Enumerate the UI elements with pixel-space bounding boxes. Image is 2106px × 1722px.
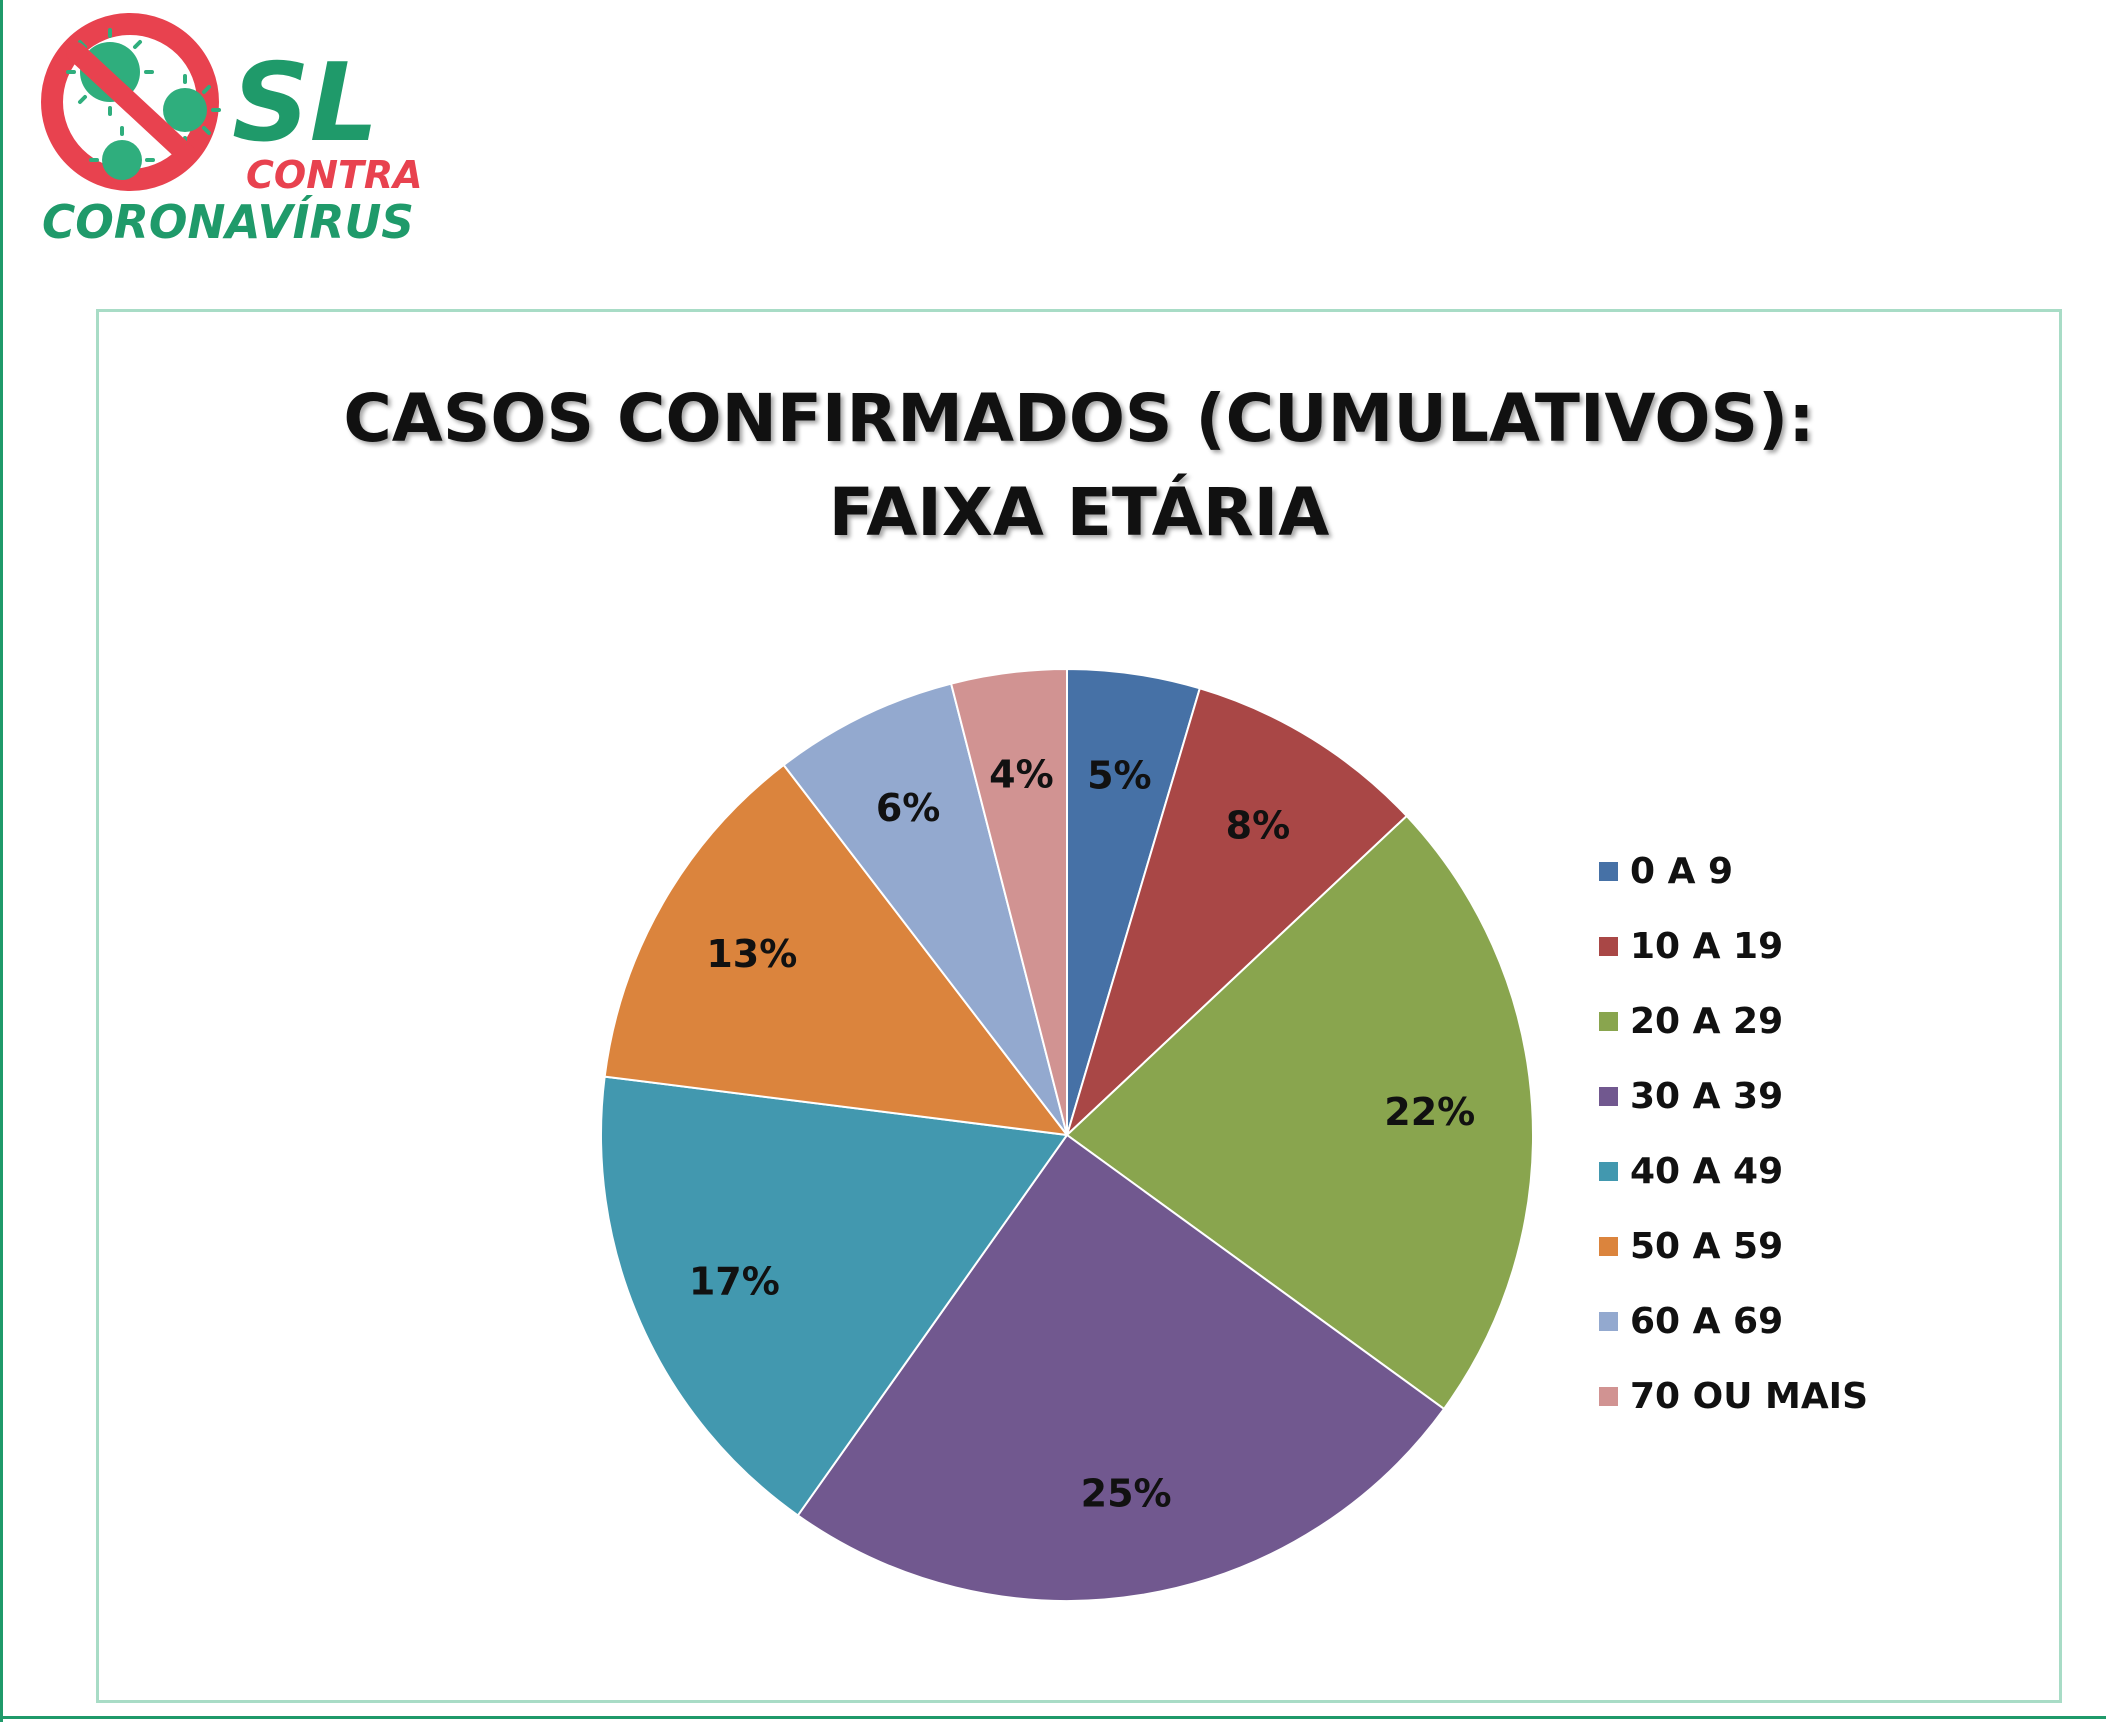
pie-slice-50-a-59 xyxy=(603,763,1070,1137)
logo-text-sl: SL xyxy=(232,41,379,166)
legend-label: 50 A 59 xyxy=(1630,1226,1784,1267)
legend-item-70-ou-mais: 70 OU MAIS xyxy=(1599,1359,1868,1434)
legend-swatch xyxy=(1599,862,1618,881)
no-virus-icon xyxy=(41,13,221,191)
sl-contra-coronavirus-logo: SL CONTRA CORONAVÍRUS xyxy=(41,13,423,249)
chart-title: CASOS CONFIRMADOS (CUMULATIVOS): FAIXA E… xyxy=(99,372,2059,560)
pie-slice-40-a-49 xyxy=(600,1075,1069,1517)
legend-swatch xyxy=(1599,1012,1618,1031)
page-border-left xyxy=(0,0,3,1722)
legend-item-20-a-29: 20 A 29 xyxy=(1599,984,1868,1059)
chart-frame: CASOS CONFIRMADOS (CUMULATIVOS): FAIXA E… xyxy=(96,309,2062,1703)
legend-label: 70 OU MAIS xyxy=(1630,1376,1869,1417)
legend-swatch xyxy=(1599,1312,1618,1331)
legend-label: 0 A 9 xyxy=(1630,851,1734,892)
data-label-30-a-39: 25% xyxy=(1081,1472,1172,1516)
pie-slice-20-a-29 xyxy=(1065,814,1534,1411)
legend-label: 10 A 19 xyxy=(1630,926,1784,967)
legend-item-0-a-9: 0 A 9 xyxy=(1599,834,1868,909)
data-label-40-a-49: 17% xyxy=(689,1259,780,1303)
legend-item-40-a-49: 40 A 49 xyxy=(1599,1134,1868,1209)
data-label-60-a-69: 6% xyxy=(876,786,941,830)
legend-swatch xyxy=(1599,1087,1618,1106)
data-label-70-ou-mais: 4% xyxy=(989,752,1054,796)
legend-label: 60 A 69 xyxy=(1630,1301,1784,1342)
legend-item-50-a-59: 50 A 59 xyxy=(1599,1209,1868,1284)
legend-label: 40 A 49 xyxy=(1630,1151,1784,1192)
pie-slice-60-a-69 xyxy=(782,682,1068,1136)
logo-text-contra: CONTRA xyxy=(246,153,423,197)
legend-item-10-a-19: 10 A 19 xyxy=(1599,909,1868,984)
chart-legend: 0 A 9 10 A 19 20 A 29 30 A 39 40 A 49 50 A 59… xyxy=(1599,834,1868,1434)
legend-label: 30 A 39 xyxy=(1630,1076,1784,1117)
data-label-10-a-19: 8% xyxy=(1226,804,1291,848)
data-label-20-a-29: 22% xyxy=(1384,1090,1475,1134)
logo-text-coronavirus: CORONAVÍRUS xyxy=(42,195,414,249)
page-border-bottom xyxy=(0,1716,2106,1719)
legend-item-30-a-39: 30 A 39 xyxy=(1599,1059,1868,1134)
chart-title-line-2: FAIXA ETÁRIA xyxy=(828,474,1330,551)
data-label-0-a-9: 5% xyxy=(1087,753,1152,797)
pie-slice-10-a-19 xyxy=(1064,687,1409,1139)
legend-swatch xyxy=(1599,937,1618,956)
legend-swatch xyxy=(1599,1162,1618,1181)
legend-swatch xyxy=(1599,1237,1618,1256)
pie-chart: 5% 8% 22% 25% 17% 13% 6% 4% xyxy=(600,667,1534,1602)
legend-item-60-a-69: 60 A 69 xyxy=(1599,1284,1868,1359)
legend-label: 20 A 29 xyxy=(1630,1001,1784,1042)
pie-slice-30-a-39 xyxy=(796,1133,1446,1602)
data-label-50-a-59: 13% xyxy=(706,932,797,976)
pie-slice-70-ou-mais xyxy=(949,667,1068,1136)
legend-swatch xyxy=(1599,1387,1618,1406)
chart-title-line-1: CASOS CONFIRMADOS (CUMULATIVOS): xyxy=(343,380,1815,457)
